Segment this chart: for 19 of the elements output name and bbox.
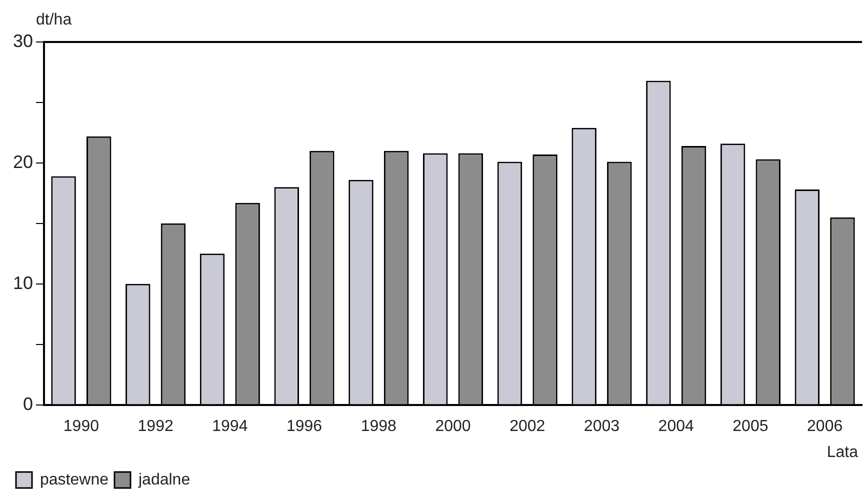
x-tick-label: 2003 xyxy=(584,418,620,435)
x-tick-label: 2004 xyxy=(658,418,694,435)
x-tick-label: 2006 xyxy=(807,418,843,435)
y-tick-label: 30 xyxy=(12,30,34,51)
x-tick-label: 1996 xyxy=(286,418,322,435)
x-tick-label: 2000 xyxy=(435,418,471,435)
x-tick-label: 1992 xyxy=(138,418,174,435)
x-tick-label: 2005 xyxy=(732,418,768,435)
x-tick-label: 1990 xyxy=(63,418,100,435)
x-axis-title: Lata xyxy=(826,444,858,462)
x-tick-label: 1994 xyxy=(212,418,248,435)
y-tick-label: 10 xyxy=(12,272,34,293)
legend-label: jadalne xyxy=(137,471,190,488)
y-tick-label: 0 xyxy=(23,394,34,414)
legend-label: pastewne xyxy=(40,471,109,488)
y-tick-label: 20 xyxy=(12,152,34,172)
y-axis-title: dt/ha xyxy=(36,11,72,28)
x-tick-label: 2002 xyxy=(510,418,546,435)
x-tick-label: 1998 xyxy=(360,418,397,435)
